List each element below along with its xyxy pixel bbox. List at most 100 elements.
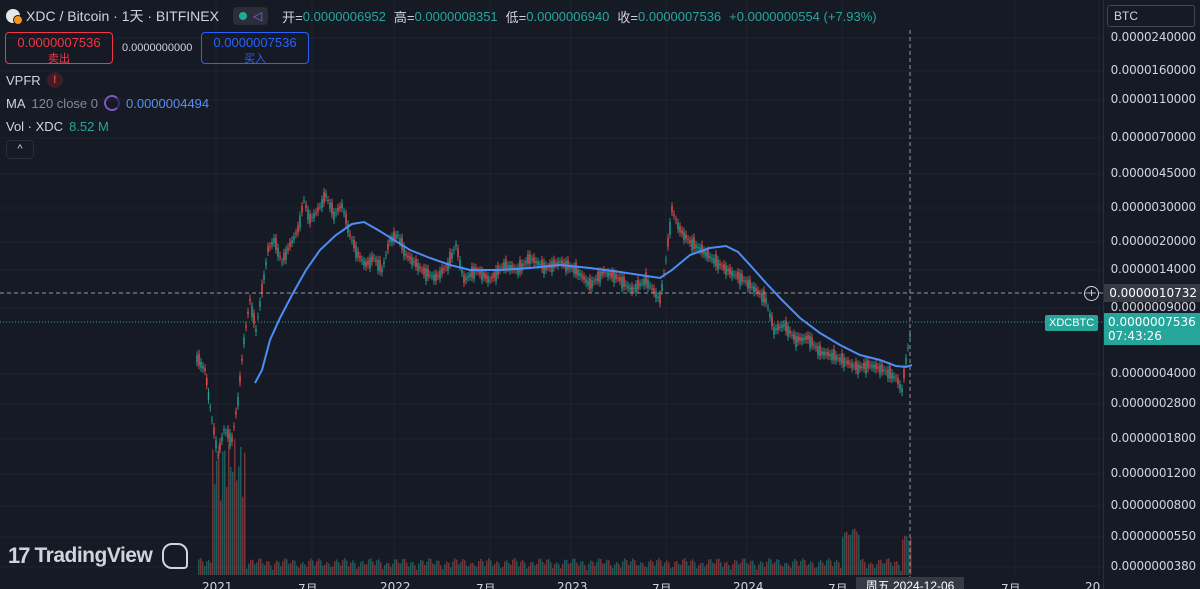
tradingview-mark-icon: 17 [8,543,31,568]
volume-bar [440,565,442,575]
volume-bar [220,500,222,575]
volume-bar [594,565,596,575]
volume-bar [496,561,498,575]
time-axis-label: 7月 [476,582,496,589]
candle-body [615,274,617,280]
volume-bar [846,531,848,575]
candle-body [845,361,847,363]
candle-body [687,238,689,240]
chart-area[interactable] [0,0,1103,589]
volume-bar [810,561,812,575]
candle-body [523,263,525,265]
volume-bar [198,559,200,575]
volume-bar [518,566,520,575]
volume-bar [644,566,646,575]
candle-body [309,213,311,224]
currency-selector[interactable]: BTC [1107,5,1195,27]
time-axis-label: 7月 [298,582,318,589]
volume-bar [646,567,648,575]
volume-bar [458,564,460,575]
symbol-title[interactable]: XDC / Bitcoin · 1天 · BITFINEX [26,8,219,24]
volume-bar [870,562,872,575]
candle-body [835,354,837,361]
volume-bar [844,532,846,575]
candle-body [623,276,625,287]
volume-bar [510,564,512,575]
volume-bar [316,561,318,575]
tradingview-logo[interactable]: 17 TradingView [8,543,189,569]
candle-body [461,270,463,274]
volume-bar [292,559,294,575]
candle-body [821,351,823,355]
volume-bar [628,565,630,575]
volume-value: 8.52 M [69,119,109,134]
volume-bar [838,562,840,575]
candle-body [223,429,225,431]
volume-bar [690,560,692,575]
volume-bar [222,451,224,575]
candle-body [317,207,319,212]
candle-body [797,336,799,342]
price-chart[interactable] [0,0,1103,589]
candle-body [399,238,401,243]
candle-body [219,442,221,450]
buy-button[interactable]: 0.0000007536 买入 [201,32,309,65]
candle-body [313,213,315,218]
indicator-volume[interactable]: Vol · XDC 8.52 M [6,119,109,134]
candle-body [427,268,429,278]
candle-body [198,353,200,366]
volume-bar [386,562,388,575]
candle-body [525,261,527,264]
candle-body [247,311,249,315]
volume-bar [326,562,328,575]
indicator-ma[interactable]: MA 120 close 0 0.0000004494 [6,95,209,111]
candle-body [381,268,383,273]
volume-bar [456,559,458,575]
volume-bar [274,563,276,575]
candle-body [897,378,899,385]
candle-body [377,260,379,271]
sell-price: 0.0000007536 [17,35,101,50]
sell-button[interactable]: 0.0000007536 卖出 [5,32,113,65]
volume-bar [680,564,682,575]
warning-icon[interactable]: ! [46,72,63,88]
candle-body [343,211,345,214]
volume-bar [352,560,354,575]
time-axis-label: 7月 [652,582,672,589]
buy-price: 0.0000007536 [213,35,297,50]
volume-bar [790,567,792,575]
candle-body [743,279,745,281]
volume-bar [778,560,780,575]
volume-bar [696,568,698,575]
volume-bar [478,561,480,575]
candle-body [899,384,901,390]
indicator-vpfr[interactable]: VPFR ! [6,72,63,88]
volume-bar [240,446,242,575]
market-status-pill[interactable]: ◁ [232,7,269,25]
price-axis[interactable]: BTC 0.0000240000 0.0000160000 0.0000110000… [1103,0,1200,589]
add-alert-icon[interactable]: + [1084,286,1099,301]
candle-body [323,191,325,203]
candle-body [583,276,585,280]
candle-body [689,240,691,243]
candle-body [253,313,255,325]
candle-body [457,248,459,257]
candle-body [543,262,545,274]
volume-bar [396,559,398,575]
volume-bar [736,560,738,575]
candle-body [407,255,409,258]
collapse-indicators-button[interactable]: ^ [6,140,34,159]
candle-body [397,234,399,236]
volume-bar [910,537,912,575]
candle-body [893,376,895,378]
candle-body [857,364,859,375]
candle-body [485,274,487,279]
volume-bar [614,564,616,575]
candle-body [421,269,423,271]
volume-bar [826,559,828,575]
candle-body [329,202,331,209]
high-label: 高= [393,9,415,25]
volume-bar [508,562,510,575]
volume-bar [812,562,814,575]
candle-body [589,278,591,290]
